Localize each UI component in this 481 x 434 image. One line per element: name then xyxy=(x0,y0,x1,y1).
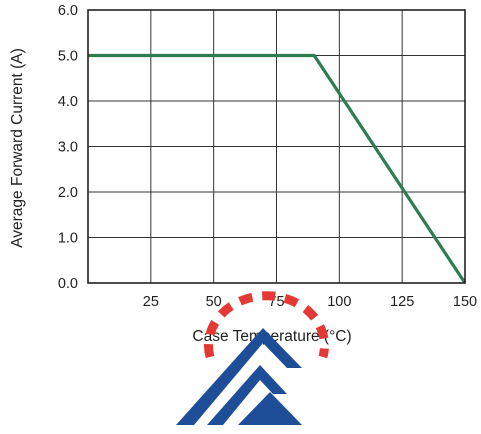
y-tick-label: 2.0 xyxy=(58,185,78,201)
y-tick-labels: 0.0 1.0 2.0 3.0 4.0 5.0 6.0 xyxy=(58,3,78,292)
logo-outer-chevron xyxy=(176,328,302,425)
x-axis-label: Case Temperature (°C) xyxy=(192,328,351,345)
x-tick-label: 125 xyxy=(390,294,414,310)
y-tick-label: 3.0 xyxy=(58,140,78,156)
y-tick-label: 6.0 xyxy=(58,3,78,19)
x-tick-label: 150 xyxy=(453,294,477,310)
watermark-logo xyxy=(176,291,329,425)
x-tick-labels: 25 50 75 100 125 150 xyxy=(143,294,477,310)
y-tick-label: 4.0 xyxy=(58,94,78,110)
y-tick-label: 1.0 xyxy=(58,231,78,247)
logo-bottom-triangle xyxy=(238,392,302,425)
series-group xyxy=(88,53,467,284)
logo-dashed-ring xyxy=(204,291,329,359)
plot-frame xyxy=(87,9,466,284)
logo-inner-chevron xyxy=(207,365,287,425)
y-tick-label: 0.0 xyxy=(58,276,78,292)
series-line-0 xyxy=(88,53,467,284)
x-tick-label: 50 xyxy=(206,294,222,310)
x-tick-label: 100 xyxy=(327,294,351,310)
y-tick-label: 5.0 xyxy=(58,49,78,65)
grid-lines xyxy=(88,10,465,283)
y-axis-label: Average Forward Current (A) xyxy=(9,48,26,248)
x-tick-label: 25 xyxy=(143,294,159,310)
